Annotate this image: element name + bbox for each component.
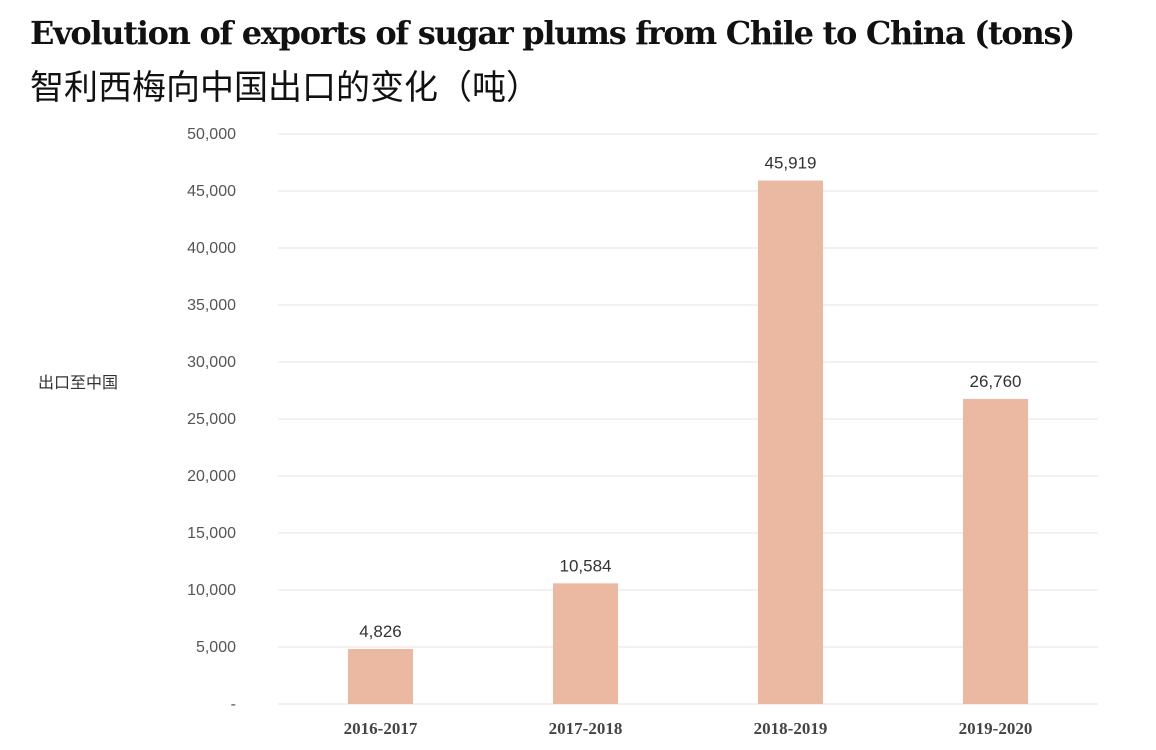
- y-tick-label: 30,000: [187, 354, 236, 371]
- y-tick-label: 10,000: [187, 582, 236, 599]
- bar-2017-2018: [553, 583, 618, 704]
- y-tick-label: 40,000: [187, 240, 236, 257]
- y-tick-label: 20,000: [187, 468, 236, 485]
- y-tick-label: 35,000: [187, 297, 236, 314]
- bar-2016-2017: [348, 648, 413, 704]
- data-label: 10,584: [560, 556, 612, 575]
- y-tick-label: -: [231, 696, 236, 713]
- y-axis-ticks: - 5,000 10,000 15,000 20,000 25,000 30,000 35,0…: [187, 126, 236, 713]
- gridlines: [278, 133, 1098, 705]
- data-label: 45,919: [765, 154, 817, 173]
- data-label: 26,760: [970, 372, 1022, 391]
- chart-title: Evolution of exports of sugar plums from…: [30, 14, 1075, 52]
- bar-2018-2019: [758, 180, 823, 704]
- x-category-label: 2018-2019: [754, 719, 828, 738]
- y-tick-label: 5,000: [196, 639, 236, 656]
- bars: [348, 180, 1028, 704]
- bar-2019-2020: [963, 398, 1028, 704]
- y-tick-label: 45,000: [187, 183, 236, 200]
- data-label: 4,826: [359, 622, 402, 641]
- y-tick-label: 15,000: [187, 525, 236, 542]
- y-tick-label: 50,000: [187, 126, 236, 143]
- x-axis-categories: 2016-2017 2017-2018 2018-2019 2019-2020: [344, 719, 1033, 738]
- y-axis-label: 出口至中国: [38, 373, 118, 392]
- x-category-label: 2017-2018: [549, 719, 623, 738]
- chart-subtitle: 智利西梅向中国出口的变化（吨）: [30, 68, 540, 108]
- y-tick-label: 25,000: [187, 411, 236, 428]
- x-category-label: 2016-2017: [344, 719, 418, 738]
- data-labels: 4,826 10,584 45,919 26,760: [359, 154, 1021, 641]
- x-category-label: 2019-2020: [959, 719, 1033, 738]
